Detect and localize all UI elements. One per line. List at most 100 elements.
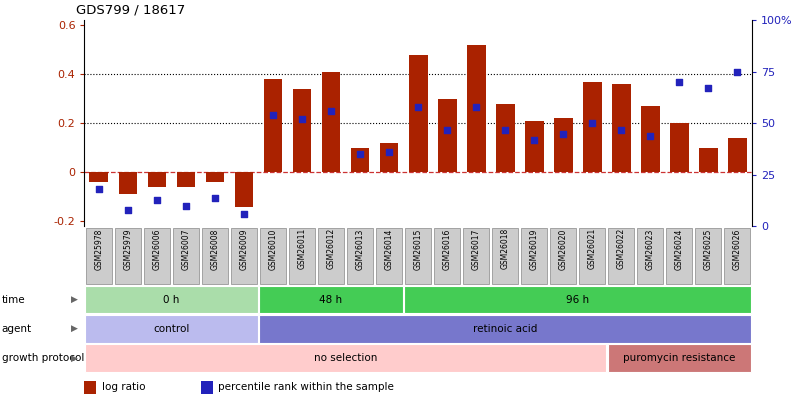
Bar xyxy=(408,55,427,173)
Text: time: time xyxy=(2,295,25,305)
Text: GDS799 / 18617: GDS799 / 18617 xyxy=(76,3,185,16)
Bar xyxy=(582,81,601,173)
FancyBboxPatch shape xyxy=(636,228,662,284)
Bar xyxy=(524,121,543,173)
Bar xyxy=(611,84,630,173)
Point xyxy=(179,202,192,209)
Text: growth protocol: growth protocol xyxy=(2,353,84,363)
FancyBboxPatch shape xyxy=(144,228,169,284)
Text: GSM26023: GSM26023 xyxy=(645,228,654,270)
FancyBboxPatch shape xyxy=(520,228,547,284)
FancyBboxPatch shape xyxy=(666,228,691,284)
Point xyxy=(469,104,482,110)
FancyBboxPatch shape xyxy=(86,228,112,284)
FancyBboxPatch shape xyxy=(288,228,315,284)
Point xyxy=(527,136,540,143)
Bar xyxy=(263,79,282,173)
Bar xyxy=(321,72,340,173)
Bar xyxy=(379,143,398,173)
Text: GSM26018: GSM26018 xyxy=(500,228,509,269)
FancyBboxPatch shape xyxy=(376,228,402,284)
Point xyxy=(585,120,598,126)
Bar xyxy=(640,106,658,173)
Point xyxy=(296,116,308,122)
FancyBboxPatch shape xyxy=(434,228,459,284)
Text: 0 h: 0 h xyxy=(163,295,179,305)
Text: ▶: ▶ xyxy=(71,324,78,333)
Text: GSM26017: GSM26017 xyxy=(471,228,480,270)
Text: GSM26016: GSM26016 xyxy=(442,228,451,270)
Point xyxy=(672,79,685,85)
Bar xyxy=(466,45,485,173)
Text: GSM26021: GSM26021 xyxy=(587,228,596,269)
FancyBboxPatch shape xyxy=(549,228,576,284)
FancyBboxPatch shape xyxy=(259,228,286,284)
Bar xyxy=(177,173,195,187)
Text: GSM26012: GSM26012 xyxy=(326,228,335,269)
FancyBboxPatch shape xyxy=(200,381,212,394)
FancyBboxPatch shape xyxy=(202,228,228,284)
Text: log ratio: log ratio xyxy=(102,382,145,392)
FancyBboxPatch shape xyxy=(259,286,402,313)
Text: puromycin resistance: puromycin resistance xyxy=(622,353,735,363)
Text: retinoic acid: retinoic acid xyxy=(472,324,536,334)
Text: GSM26022: GSM26022 xyxy=(616,228,625,269)
Text: percentile rank within the sample: percentile rank within the sample xyxy=(218,382,393,392)
FancyBboxPatch shape xyxy=(259,315,750,343)
Point xyxy=(556,130,569,137)
FancyBboxPatch shape xyxy=(607,228,634,284)
Bar xyxy=(437,99,456,173)
Bar xyxy=(727,138,746,173)
Bar xyxy=(118,173,137,194)
FancyBboxPatch shape xyxy=(607,344,750,372)
Bar xyxy=(89,173,108,182)
Text: control: control xyxy=(153,324,190,334)
Text: 48 h: 48 h xyxy=(319,295,342,305)
FancyBboxPatch shape xyxy=(405,228,430,284)
FancyBboxPatch shape xyxy=(85,286,257,313)
Text: GSM26014: GSM26014 xyxy=(384,228,393,270)
Text: GSM26006: GSM26006 xyxy=(153,228,161,270)
FancyBboxPatch shape xyxy=(115,228,141,284)
Bar xyxy=(292,89,311,173)
Text: GSM26010: GSM26010 xyxy=(268,228,277,270)
Point xyxy=(440,126,453,133)
Point xyxy=(208,194,221,201)
FancyBboxPatch shape xyxy=(578,228,605,284)
Text: agent: agent xyxy=(2,324,31,334)
Point xyxy=(353,151,366,158)
FancyBboxPatch shape xyxy=(724,228,749,284)
FancyBboxPatch shape xyxy=(85,315,257,343)
FancyBboxPatch shape xyxy=(463,228,488,284)
Point xyxy=(324,108,337,114)
Text: GSM26025: GSM26025 xyxy=(703,228,711,270)
FancyBboxPatch shape xyxy=(695,228,720,284)
Text: GSM26013: GSM26013 xyxy=(355,228,364,270)
Bar xyxy=(553,118,572,173)
FancyBboxPatch shape xyxy=(84,381,96,394)
Text: GSM26009: GSM26009 xyxy=(239,228,248,270)
Point xyxy=(237,211,250,217)
FancyBboxPatch shape xyxy=(230,228,257,284)
Text: GSM26020: GSM26020 xyxy=(558,228,567,270)
Text: GSM26015: GSM26015 xyxy=(413,228,422,270)
Point xyxy=(267,112,279,118)
Bar xyxy=(669,123,688,173)
Point xyxy=(730,68,743,75)
FancyBboxPatch shape xyxy=(85,344,605,372)
Point xyxy=(614,126,627,133)
Text: ▶: ▶ xyxy=(71,295,78,304)
Text: GSM26007: GSM26007 xyxy=(181,228,190,270)
Text: GSM26008: GSM26008 xyxy=(210,228,219,270)
Bar xyxy=(495,104,514,173)
Bar xyxy=(206,173,224,182)
Point xyxy=(92,186,105,192)
Point xyxy=(382,149,395,156)
Point xyxy=(701,85,714,92)
Point xyxy=(498,126,511,133)
FancyBboxPatch shape xyxy=(404,286,750,313)
Text: GSM26026: GSM26026 xyxy=(732,228,741,270)
Point xyxy=(150,196,163,203)
Text: GSM25978: GSM25978 xyxy=(94,228,104,270)
Bar xyxy=(147,173,166,187)
